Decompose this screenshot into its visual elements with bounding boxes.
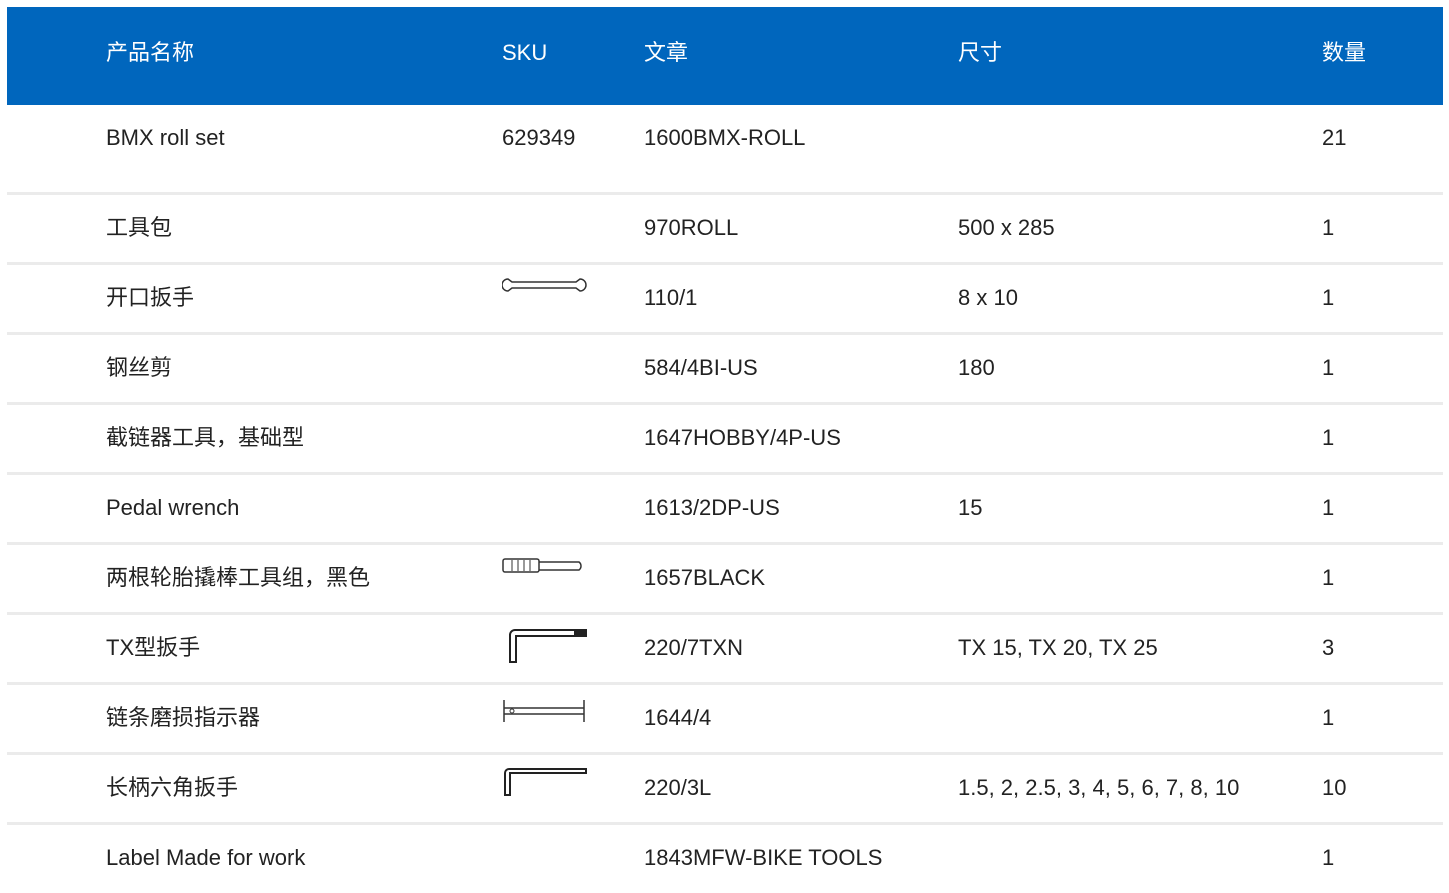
chain-checker-icon — [503, 700, 585, 722]
sku-cell: 629349 — [502, 125, 576, 150]
qty-cell: 1 — [1322, 355, 1335, 380]
article-cell: 220/3L — [644, 775, 712, 800]
name-cell: TX型扳手 — [106, 635, 201, 660]
name-cell: Label Made for work — [106, 845, 306, 870]
size-cell: 500 x 285 — [958, 215, 1055, 240]
qty-cell: 1 — [1322, 845, 1335, 870]
table-header — [7, 7, 1443, 105]
qty-cell: 21 — [1322, 125, 1347, 150]
tire-lever-icon — [502, 558, 582, 573]
header-cell: 尺寸 — [958, 40, 1003, 65]
qty-cell: 1 — [1322, 425, 1335, 450]
article-cell: 1657BLACK — [644, 565, 766, 590]
row-divider — [7, 542, 1443, 545]
size-cell: 15 — [958, 495, 983, 520]
header-cell: 文章 — [644, 40, 689, 65]
row-divider — [7, 682, 1443, 685]
qty-cell: 3 — [1322, 635, 1335, 660]
name-cell: 开口扳手 — [106, 285, 195, 310]
article-cell: 110/1 — [644, 285, 698, 310]
qty-cell: 10 — [1322, 775, 1347, 800]
header-cell: 数量 — [1322, 40, 1367, 65]
qty-cell: 1 — [1322, 565, 1335, 590]
row-divider — [7, 262, 1443, 265]
header-cell: 产品名称 — [106, 40, 195, 65]
article-cell: 1843MFW-BIKE TOOLS — [644, 845, 883, 870]
name-cell: 长柄六角扳手 — [106, 775, 239, 800]
article-cell: 584/4BI-US — [644, 355, 758, 380]
article-cell: 970ROLL — [644, 215, 739, 240]
name-cell: 工具包 — [106, 215, 173, 240]
article-cell: 1613/2DP-US — [644, 495, 780, 520]
row-divider — [7, 402, 1443, 405]
name-cell: 钢丝剪 — [106, 355, 173, 380]
size-cell: 180 — [958, 355, 995, 380]
size-cell: TX 15, TX 20, TX 25 — [958, 635, 1158, 660]
name-cell: 两根轮胎撬棒工具组，黑色 — [106, 565, 371, 590]
qty-cell: 1 — [1322, 285, 1335, 310]
name-cell: 链条磨损指示器 — [106, 705, 261, 730]
row-divider — [7, 332, 1443, 335]
qty-cell: 1 — [1322, 215, 1335, 240]
qty-cell: 1 — [1322, 705, 1335, 730]
row-divider — [7, 822, 1443, 825]
wrench-icon — [502, 278, 587, 292]
name-cell: 截链器工具，基础型 — [106, 425, 305, 450]
qty-cell: 1 — [1322, 495, 1335, 520]
article-cell: 1647HOBBY/4P-US — [644, 425, 841, 450]
article-cell: 1644/4 — [644, 705, 712, 730]
article-cell: 1600BMX-ROLL — [644, 125, 806, 150]
name-cell: Pedal wrench — [106, 495, 240, 520]
article-cell: 220/7TXN — [644, 635, 744, 660]
hex-key-icon — [504, 768, 587, 796]
header-cell: SKU — [502, 40, 548, 65]
row-divider — [7, 472, 1443, 475]
size-cell: 8 x 10 — [958, 285, 1018, 310]
torx-key-icon — [509, 629, 587, 663]
row-divider — [7, 752, 1443, 755]
size-cell: 1.5, 2, 2.5, 3, 4, 5, 6, 7, 8, 10 — [958, 775, 1240, 800]
name-cell: BMX roll set — [106, 125, 225, 150]
row-divider — [7, 612, 1443, 615]
row-divider — [7, 192, 1443, 195]
